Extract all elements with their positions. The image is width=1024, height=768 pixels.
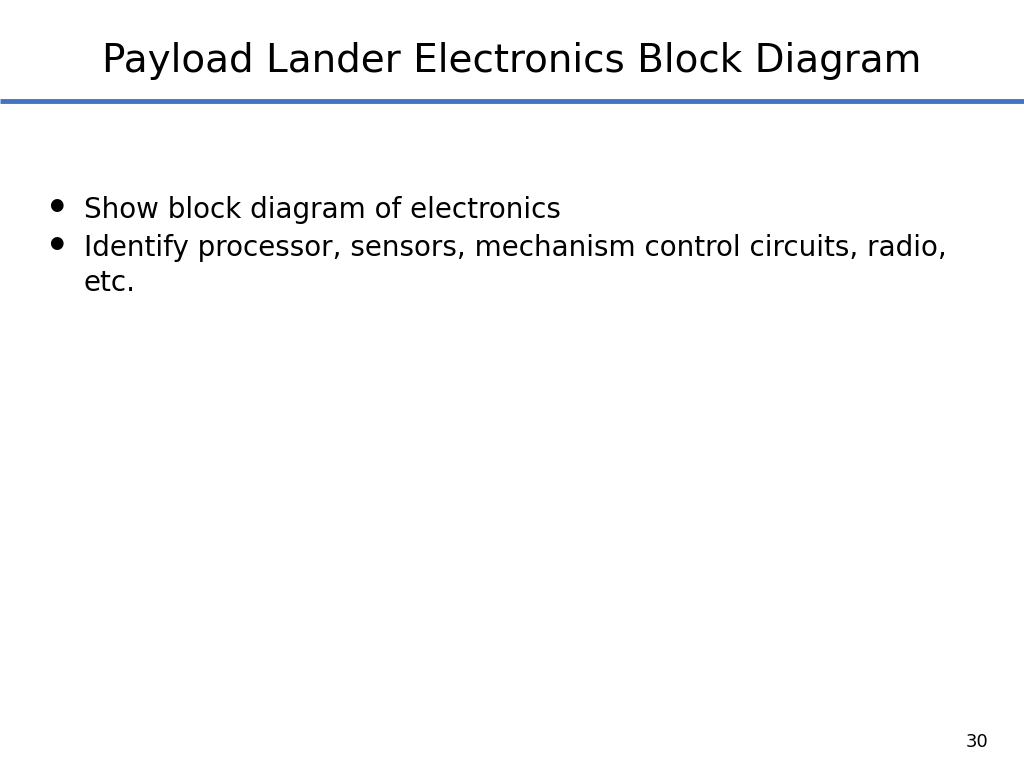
Text: ●: ● [49,234,63,252]
Text: ●: ● [49,196,63,214]
Text: 30: 30 [966,733,988,751]
Text: Identify processor, sensors, mechanism control circuits, radio,
etc.: Identify processor, sensors, mechanism c… [84,234,947,297]
Text: Show block diagram of electronics: Show block diagram of electronics [84,196,561,223]
Text: Payload Lander Electronics Block Diagram: Payload Lander Electronics Block Diagram [102,42,922,81]
